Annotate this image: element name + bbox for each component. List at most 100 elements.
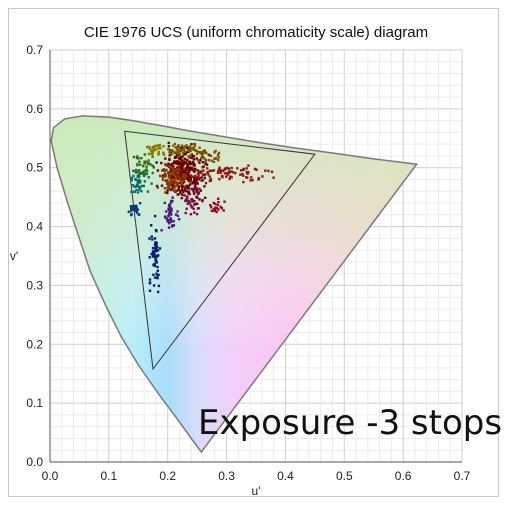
data-point (130, 190, 133, 194)
data-point (138, 202, 142, 205)
data-point (184, 168, 187, 171)
data-point (264, 169, 267, 172)
data-point (189, 204, 192, 207)
data-point (186, 171, 189, 175)
data-point (177, 218, 181, 221)
data-point (140, 156, 143, 160)
data-point (199, 171, 202, 174)
data-point (174, 155, 177, 158)
data-point (242, 174, 245, 177)
data-point (132, 169, 135, 173)
data-point (222, 209, 225, 212)
x-tick-label: 0.2 (159, 469, 176, 483)
data-point (191, 198, 194, 202)
data-point (174, 174, 177, 177)
data-point (231, 171, 235, 174)
data-point (202, 165, 205, 168)
data-point (178, 168, 181, 172)
data-point (160, 229, 163, 232)
data-point (170, 207, 173, 211)
data-point (167, 171, 170, 174)
data-point (168, 154, 171, 157)
data-point (247, 171, 250, 174)
data-point (201, 198, 204, 202)
data-point (155, 161, 158, 164)
data-point (203, 185, 206, 188)
data-point (155, 144, 158, 147)
data-point (175, 147, 179, 151)
data-point (195, 157, 199, 160)
data-point (176, 172, 179, 176)
data-point (193, 178, 196, 181)
data-point (148, 256, 151, 259)
data-point (192, 187, 195, 191)
data-point (189, 174, 192, 177)
data-point (189, 177, 193, 181)
data-point (180, 144, 184, 147)
data-point (167, 182, 170, 186)
data-point (130, 205, 134, 208)
data-point (132, 204, 135, 208)
data-point (198, 170, 201, 173)
data-point (171, 196, 174, 199)
data-point (182, 164, 185, 167)
data-point (217, 156, 220, 159)
data-point (217, 201, 220, 204)
data-point (180, 178, 183, 181)
data-point (177, 149, 180, 153)
data-point (217, 158, 220, 162)
data-point (190, 143, 193, 146)
data-point (183, 160, 186, 163)
data-point (208, 175, 211, 178)
data-point (154, 247, 158, 251)
data-point (190, 166, 194, 170)
data-point (161, 178, 165, 182)
data-point (140, 184, 144, 188)
data-point (255, 168, 258, 171)
data-point (193, 170, 196, 173)
data-point (169, 170, 173, 173)
data-point (169, 217, 172, 220)
data-point (199, 158, 202, 162)
data-point (186, 202, 189, 205)
data-point (145, 168, 148, 171)
data-point (228, 175, 232, 178)
y-tick-label: 0.1 (26, 396, 43, 410)
data-point (193, 144, 197, 147)
data-point (196, 182, 199, 185)
data-point (193, 211, 196, 214)
data-point (136, 179, 140, 183)
data-point (138, 160, 141, 163)
data-point (151, 246, 155, 250)
axes (49, 50, 462, 463)
data-point (138, 172, 141, 176)
data-point (201, 154, 204, 158)
data-point (153, 252, 156, 256)
data-point (148, 289, 152, 292)
data-point (216, 203, 219, 207)
data-point (196, 207, 200, 210)
data-point (160, 161, 163, 165)
data-point (204, 182, 208, 185)
data-point (134, 178, 138, 182)
data-point (134, 168, 138, 172)
data-point (194, 174, 197, 177)
data-point (155, 250, 158, 253)
data-point (167, 214, 171, 217)
data-point (137, 185, 141, 188)
data-point (153, 243, 157, 246)
data-point (219, 171, 222, 174)
data-point (167, 187, 171, 191)
data-point (173, 160, 176, 163)
x-tick-label: 0.7 (454, 469, 471, 483)
data-point (182, 189, 185, 193)
data-point (138, 181, 142, 184)
data-point (152, 166, 155, 169)
data-point (184, 169, 187, 173)
data-point (164, 169, 167, 172)
data-point (156, 290, 160, 294)
data-point (171, 184, 174, 187)
data-point (192, 157, 196, 161)
data-point (184, 199, 187, 203)
data-point (159, 174, 162, 177)
